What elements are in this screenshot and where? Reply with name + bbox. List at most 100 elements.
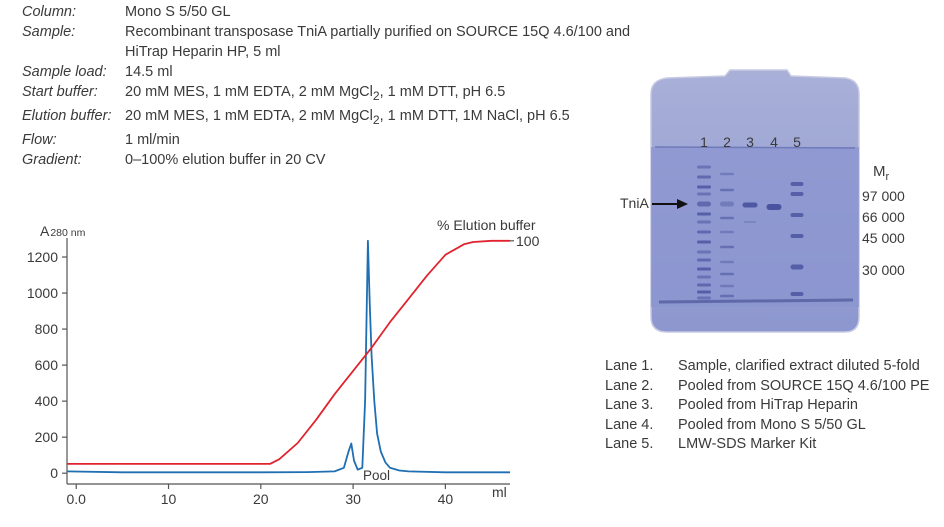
gel-band <box>720 216 734 220</box>
gel-band <box>790 234 804 238</box>
x-axis-label: ml <box>492 484 507 500</box>
x-ticks: 0.0 10 20 30 40 <box>66 484 453 507</box>
gel-band <box>697 267 711 271</box>
tnia-arrow-icon <box>677 199 688 209</box>
param-label: Column: <box>22 4 76 20</box>
lane-label: 3 <box>746 134 754 150</box>
param-label: Sample load: <box>22 64 107 80</box>
y-tick-label: 200 <box>35 429 59 445</box>
gel-band <box>697 175 711 179</box>
gel-band <box>720 284 734 288</box>
param-start-buffer: Start buffer: 20 mM MES, 1 mM EDTA, 2 mM… <box>22 82 645 106</box>
param-label: Start buffer: <box>22 84 98 100</box>
gel-band <box>744 221 756 223</box>
gel-band <box>697 165 711 169</box>
y-tick-label: 1200 <box>27 249 58 265</box>
gel-band <box>697 240 711 244</box>
param-elution-buffer: Elution buffer: 20 mM MES, 1 mM EDTA, 2 … <box>22 106 645 130</box>
lane-legend: Lane 1. Sample, clarified extract dilute… <box>605 358 938 456</box>
param-value-text: , 1 mM DTT, 1M NaCl, pH 6.5 <box>379 107 570 124</box>
gel-band <box>697 275 711 279</box>
param-value: 0–100% elution buffer in 20 CV <box>125 151 326 168</box>
x-tick-label: 20 <box>253 491 269 507</box>
lane-label: 1 <box>700 134 708 150</box>
y-axis-label: A280 nm <box>40 223 86 239</box>
legend-lane-number: Lane 3. <box>605 397 654 413</box>
gel-body <box>651 147 859 307</box>
x-tick-label: 10 <box>161 491 177 507</box>
gel-band <box>790 192 804 196</box>
gel-band <box>697 296 711 300</box>
series-line-2 <box>67 239 510 465</box>
y-ticks: 0 200 400 600 800 1000 1200 <box>27 249 67 481</box>
gel-band <box>720 245 734 249</box>
mr-marker-label: 66 000 <box>862 209 905 225</box>
legend-lane-text: Sample, clarified extract diluted 5-fold <box>678 358 920 374</box>
legend-lane-number: Lane 2. <box>605 377 654 394</box>
chromatogram-chart: A280 nm % Elution buffer ml 0.0 10 20 30 40 … <box>27 217 540 507</box>
x-tick-label: 0.0 <box>66 491 86 507</box>
legend-lane-text: Pooled from SOURCE 15Q 4.6/100 PE <box>678 377 930 394</box>
parameter-list: Column: Mono S 5/50 GL Sample: Recombina… <box>22 2 645 170</box>
param-value: 14.5 ml <box>125 64 173 80</box>
gel-band <box>697 230 711 234</box>
param-gradient: Gradient: 0–100% elution buffer in 20 CV <box>22 150 645 170</box>
param-value-text: , 1 mM DTT, pH 6.5 <box>379 84 506 100</box>
y2-tick-label: 100 <box>516 233 540 249</box>
legend-row: Lane 5. LMW-SDS Marker Kit <box>605 436 938 454</box>
mr-label: Mr <box>873 163 890 183</box>
gel-dye-front <box>658 298 854 304</box>
y-axis-label-sub: 280 nm <box>50 227 85 239</box>
gel-band <box>697 290 711 294</box>
gel-band <box>720 188 734 192</box>
pool-annotation: Pool <box>363 468 390 483</box>
param-label: Gradient: <box>22 151 82 168</box>
gel-band <box>720 272 734 276</box>
gel-band <box>790 264 804 270</box>
y2-ticks: 100 <box>506 233 540 249</box>
gel-band <box>697 283 711 287</box>
param-value: 20 mM MES, 1 mM EDTA, 2 mM MgCl2, 1 mM D… <box>125 106 645 130</box>
legend-lane-text: Pooled from Mono S 5/50 GL <box>678 416 866 433</box>
y2-axis-label: % Elution buffer <box>437 217 536 233</box>
y-tick-label: 800 <box>35 321 59 337</box>
param-flow: Flow: 1 ml/min <box>22 130 645 150</box>
legend-lane-number: Lane 5. <box>605 436 654 452</box>
x-tick-label: 30 <box>345 491 361 507</box>
gel-band <box>720 230 734 234</box>
legend-row: Lane 3. Pooled from HiTrap Heparin <box>605 397 938 415</box>
legend-lane-number: Lane 1. <box>605 358 654 374</box>
param-label: Elution buffer: <box>22 107 112 124</box>
mr-label-main: M <box>873 163 886 180</box>
gel-band <box>720 172 734 176</box>
series-line-1 <box>66 239 510 474</box>
mr-marker-label: 30 000 <box>862 262 905 278</box>
lane-label: 5 <box>793 134 801 150</box>
gel-band <box>697 220 711 224</box>
param-value-text: 20 mM MES, 1 mM EDTA, 2 mM MgCl <box>125 84 373 100</box>
y-axis-label-main: A <box>40 223 50 239</box>
gel-band <box>697 185 711 189</box>
gel-band <box>720 201 734 207</box>
gel-band <box>790 213 804 217</box>
gel-band <box>720 260 734 264</box>
param-value: Recombinant transposase TniA partially p… <box>125 24 631 60</box>
x-tick-label: 40 <box>438 491 454 507</box>
gel-top-edge <box>654 146 856 149</box>
y-tick-label: 400 <box>35 393 59 409</box>
y-tick-label: 1000 <box>27 285 58 301</box>
param-value: 1 ml/min <box>125 131 180 148</box>
lane-label: 4 <box>770 134 778 150</box>
legend-lane-text: Pooled from HiTrap Heparin <box>678 397 858 413</box>
series-layer <box>66 239 510 474</box>
mr-marker-label: 97 000 <box>862 188 905 204</box>
param-sample-load: Sample load: 14.5 ml <box>22 62 645 82</box>
gel-band <box>697 258 711 262</box>
param-value: 20 mM MES, 1 mM EDTA, 2 mM MgCl2, 1 mM D… <box>125 82 645 106</box>
y-tick-label: 600 <box>35 357 59 373</box>
param-value: Mono S 5/50 GL <box>125 4 231 20</box>
mr-marker-label: 45 000 <box>862 230 905 246</box>
legend-row: Lane 2. Pooled from SOURCE 15Q 4.6/100 P… <box>605 378 938 396</box>
gel-band <box>720 294 734 298</box>
